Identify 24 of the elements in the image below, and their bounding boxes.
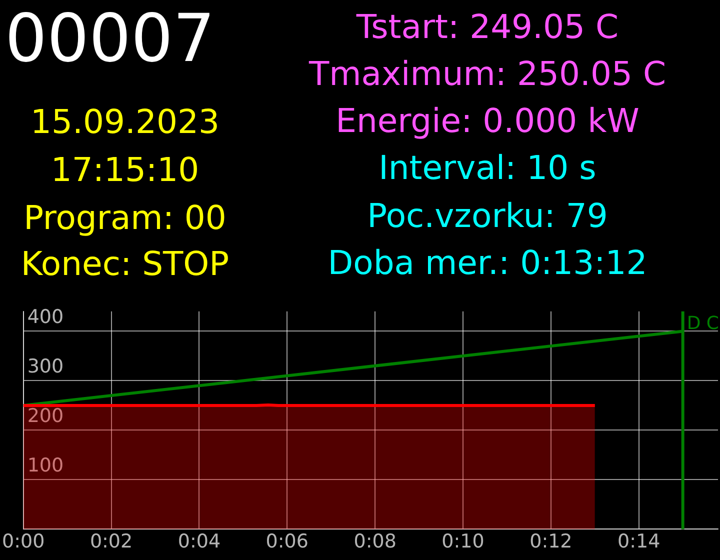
text: Energie: 0.000 kW <box>334 100 640 142</box>
y-tick-label: 100 <box>27 454 64 477</box>
x-tick-label: 0:00 <box>2 530 45 553</box>
text: Doba mer.: 0:13:12 <box>326 242 648 284</box>
text: Program: 00 <box>22 197 228 239</box>
y-tick-label: 300 <box>27 356 64 378</box>
y-tick-label: 200 <box>27 405 64 428</box>
text: Tstart: 249.05 C <box>355 6 620 48</box>
text: Tmaximum: 250.05 C <box>308 53 668 95</box>
x-tick-label: 0:12 <box>530 530 572 553</box>
x-tick-label: 0:10 <box>442 530 484 553</box>
text: Poc.vzorku: 79 <box>366 195 609 237</box>
text: 17:15:10 <box>50 149 200 191</box>
x-tick-label: 0:04 <box>178 530 221 553</box>
x-tick-label: 0:14 <box>618 530 660 553</box>
x-tick-label: 0:02 <box>90 530 133 553</box>
x-tick-label: 0:08 <box>354 530 396 553</box>
ref-line-label: D C <box>686 313 719 334</box>
text: Konec: STOP <box>20 243 230 285</box>
y-tick-label: 400 <box>27 306 64 328</box>
text: 00007 <box>5 0 215 78</box>
text: 15.09.2023 <box>30 101 220 143</box>
text: Interval: 10 s <box>378 147 598 189</box>
x-tick-label: 0:06 <box>266 530 308 553</box>
